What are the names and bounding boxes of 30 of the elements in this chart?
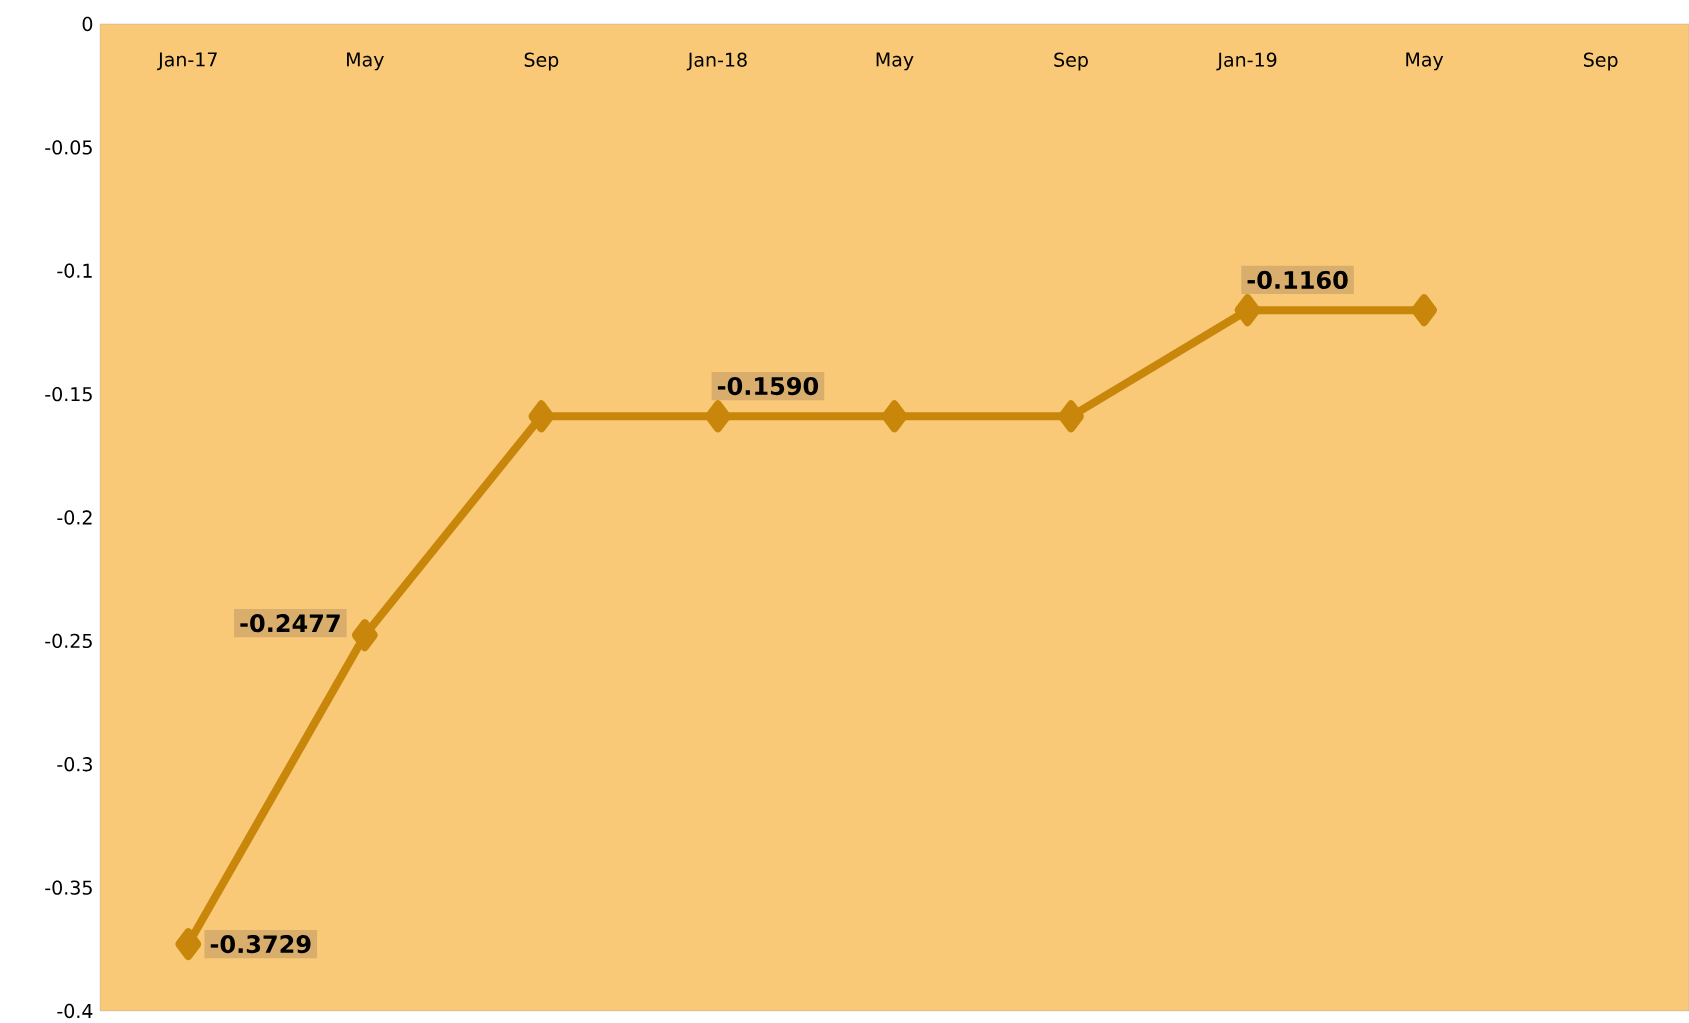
data-label: -0.2477: [240, 614, 340, 633]
y-tick-label: -0.3: [57, 757, 92, 772]
x-tick-label: May: [1406, 52, 1444, 71]
x-tick-label: Sep: [524, 52, 559, 71]
y-tick-label: 0: [82, 16, 93, 32]
point: [1411, 294, 1438, 327]
y-tick-label: -0.2: [57, 510, 92, 525]
x-tick-label: Jan-17: [157, 52, 217, 71]
y-tick-label: -0.4: [57, 1003, 93, 1019]
point: [704, 400, 731, 433]
x-tick-label: Sep: [1054, 52, 1088, 71]
point: [175, 928, 202, 961]
y-tick-label: -0.35: [45, 880, 92, 895]
x-tick-label: Jan-19: [1216, 52, 1277, 71]
point: [1058, 400, 1085, 433]
data-label: -0.3729: [210, 935, 311, 954]
x-tick-label: Sep: [1583, 52, 1618, 71]
data-label: -0.1160: [1247, 270, 1348, 290]
x-tick-label: May: [347, 52, 384, 71]
point: [881, 400, 908, 433]
y-tick-label: -0.1: [57, 263, 92, 278]
y-tick-label: -0.25: [45, 633, 92, 649]
point: [1234, 294, 1261, 327]
x-tick-label: May: [876, 52, 914, 71]
point: [351, 619, 378, 652]
data-label: -0.1590: [717, 376, 819, 396]
y-tick-label: -0.05: [45, 140, 92, 155]
point: [528, 400, 555, 433]
x-tick-label: Jan-18: [686, 52, 747, 71]
y-tick-label: -0.15: [45, 386, 92, 402]
